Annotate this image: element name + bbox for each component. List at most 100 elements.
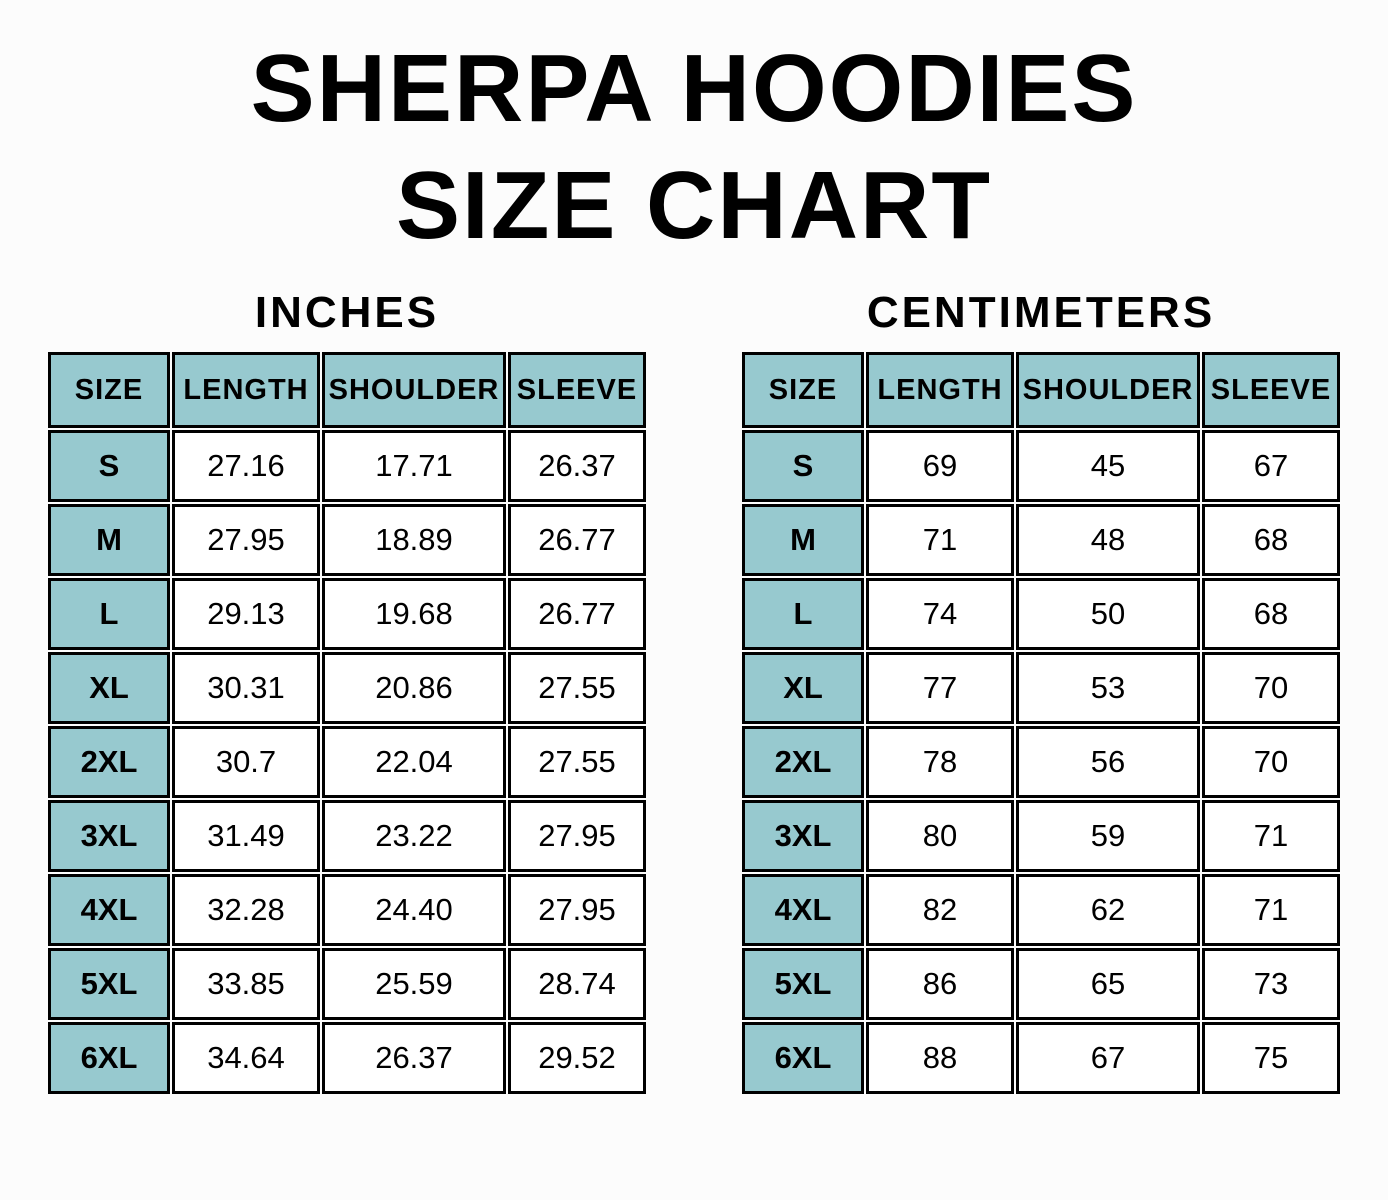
- size-label-cell: XL: [742, 652, 864, 725]
- value-cell: 68: [1202, 504, 1340, 577]
- value-cell: 34.64: [172, 1022, 320, 1095]
- table-row: 4XL 82 62 71: [742, 874, 1340, 947]
- size-label-cell: 4XL: [742, 874, 864, 947]
- value-cell: 80: [866, 800, 1014, 873]
- column-header-shoulder: SHOULDER: [1016, 352, 1200, 429]
- size-label-cell: S: [48, 430, 170, 503]
- value-cell: 62: [1016, 874, 1200, 947]
- centimeters-table-title: CENTIMETERS: [866, 288, 1216, 338]
- value-cell: 68: [1202, 578, 1340, 651]
- table-row: XL 30.31 20.86 27.55: [48, 652, 646, 725]
- size-label-cell: L: [48, 578, 170, 651]
- header-row: SIZE LENGTH SHOULDER SLEEVE: [48, 352, 646, 429]
- table-row: 3XL 31.49 23.22 27.95: [48, 800, 646, 873]
- table-row: 2XL 30.7 22.04 27.55: [48, 726, 646, 799]
- size-label-cell: 4XL: [48, 874, 170, 947]
- value-cell: 27.16: [172, 430, 320, 503]
- value-cell: 33.85: [172, 948, 320, 1021]
- header-row: SIZE LENGTH SHOULDER SLEEVE: [742, 352, 1340, 429]
- value-cell: 71: [866, 504, 1014, 577]
- value-cell: 71: [1202, 800, 1340, 873]
- value-cell: 17.71: [322, 430, 506, 503]
- inches-table-section: INCHES SIZE LENGTH SHOULDER SLEEVE S 27.16 17.…: [46, 264, 648, 1096]
- table-row: 6XL 34.64 26.37 29.52: [48, 1022, 646, 1095]
- size-label-cell: S: [742, 430, 864, 503]
- column-header-sleeve: SLEEVE: [1202, 352, 1340, 429]
- size-label-cell: M: [48, 504, 170, 577]
- size-label-cell: 5XL: [48, 948, 170, 1021]
- table-row: M 71 48 68: [742, 504, 1340, 577]
- value-cell: 69: [866, 430, 1014, 503]
- value-cell: 50: [1016, 578, 1200, 651]
- value-cell: 59: [1016, 800, 1200, 873]
- column-header-sleeve: SLEEVE: [508, 352, 646, 429]
- column-header-length: LENGTH: [172, 352, 320, 429]
- table-row: L 29.13 19.68 26.77: [48, 578, 646, 651]
- page-title: SHERPA HOODIES SIZE CHART: [0, 30, 1388, 264]
- size-label-cell: L: [742, 578, 864, 651]
- value-cell: 27.95: [508, 800, 646, 873]
- value-cell: 27.55: [508, 726, 646, 799]
- value-cell: 22.04: [322, 726, 506, 799]
- value-cell: 30.31: [172, 652, 320, 725]
- size-label-cell: 5XL: [742, 948, 864, 1021]
- value-cell: 67: [1202, 430, 1340, 503]
- centimeters-table-section: CENTIMETERS SIZE LENGTH SHOULDER SLEEVE S 69 4…: [740, 264, 1342, 1096]
- value-cell: 31.49: [172, 800, 320, 873]
- value-cell: 29.52: [508, 1022, 646, 1095]
- value-cell: 48: [1016, 504, 1200, 577]
- value-cell: 45: [1016, 430, 1200, 503]
- value-cell: 28.74: [508, 948, 646, 1021]
- column-header-length: LENGTH: [866, 352, 1014, 429]
- page-title-line2: SIZE CHART: [396, 152, 992, 260]
- page-title-line1: SHERPA HOODIES: [250, 35, 1138, 142]
- table-row: XL 77 53 70: [742, 652, 1340, 725]
- value-cell: 86: [866, 948, 1014, 1021]
- tables-container: INCHES SIZE LENGTH SHOULDER SLEEVE S 27.16 17.…: [0, 264, 1388, 1096]
- size-label-cell: 2XL: [48, 726, 170, 799]
- value-cell: 78: [866, 726, 1014, 799]
- column-header-shoulder: SHOULDER: [322, 352, 506, 429]
- column-header-size: SIZE: [742, 352, 864, 429]
- value-cell: 27.55: [508, 652, 646, 725]
- value-cell: 18.89: [322, 504, 506, 577]
- table-row: 3XL 80 59 71: [742, 800, 1340, 873]
- value-cell: 27.95: [508, 874, 646, 947]
- table-row: 6XL 88 67 75: [742, 1022, 1340, 1095]
- value-cell: 73: [1202, 948, 1340, 1021]
- size-label-cell: 3XL: [742, 800, 864, 873]
- value-cell: 26.77: [508, 504, 646, 577]
- table-row: S 69 45 67: [742, 430, 1340, 503]
- value-cell: 29.13: [172, 578, 320, 651]
- value-cell: 53: [1016, 652, 1200, 725]
- value-cell: 82: [866, 874, 1014, 947]
- value-cell: 23.22: [322, 800, 506, 873]
- value-cell: 19.68: [322, 578, 506, 651]
- value-cell: 26.37: [322, 1022, 506, 1095]
- size-label-cell: 2XL: [742, 726, 864, 799]
- size-label-cell: 6XL: [48, 1022, 170, 1095]
- value-cell: 67: [1016, 1022, 1200, 1095]
- value-cell: 71: [1202, 874, 1340, 947]
- value-cell: 26.37: [508, 430, 646, 503]
- table-row: 2XL 78 56 70: [742, 726, 1340, 799]
- inches-size-table: SIZE LENGTH SHOULDER SLEEVE S 27.16 17.71 26.37…: [46, 350, 648, 1096]
- table-row: S 27.16 17.71 26.37: [48, 430, 646, 503]
- table-row: 5XL 33.85 25.59 28.74: [48, 948, 646, 1021]
- size-label-cell: 6XL: [742, 1022, 864, 1095]
- value-cell: 65: [1016, 948, 1200, 1021]
- table-row: L 74 50 68: [742, 578, 1340, 651]
- table-row: 5XL 86 65 73: [742, 948, 1340, 1021]
- value-cell: 88: [866, 1022, 1014, 1095]
- value-cell: 75: [1202, 1022, 1340, 1095]
- centimeters-size-table: SIZE LENGTH SHOULDER SLEEVE S 69 45 67 M 71 48 68 L 7…: [740, 350, 1342, 1096]
- value-cell: 74: [866, 578, 1014, 651]
- size-label-cell: 3XL: [48, 800, 170, 873]
- size-label-cell: M: [742, 504, 864, 577]
- value-cell: 20.86: [322, 652, 506, 725]
- value-cell: 27.95: [172, 504, 320, 577]
- value-cell: 25.59: [322, 948, 506, 1021]
- column-header-size: SIZE: [48, 352, 170, 429]
- value-cell: 70: [1202, 726, 1340, 799]
